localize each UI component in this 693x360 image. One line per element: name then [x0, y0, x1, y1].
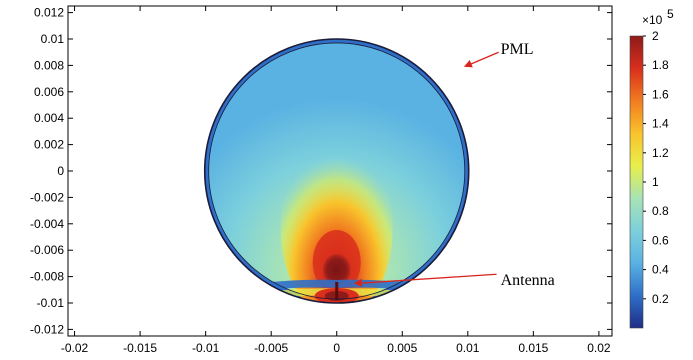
y-tick-label: -0.008: [30, 270, 64, 284]
colorbar-tick-label: 2: [652, 29, 659, 43]
x-tick-label: 0.01: [456, 341, 480, 355]
field-layer: [204, 39, 469, 303]
antenna-element: [335, 281, 339, 300]
x-tick-label: 0.02: [587, 341, 611, 355]
y-tick-label: -0.004: [30, 217, 64, 231]
x-tick-label: -0.005: [254, 341, 288, 355]
colorbar-tick-label: 1.4: [652, 117, 669, 131]
pml-outer-boundary: [203, 38, 470, 304]
y-tick-label: 0: [57, 164, 64, 178]
colorbar-tick-label: 1: [652, 175, 659, 189]
y-tick-label: -0.006: [30, 243, 64, 257]
annotation-arrow-line: [466, 51, 499, 67]
y-tick-label: 0.01: [41, 32, 65, 46]
field-core: [322, 253, 351, 286]
colorbar-tick-label: 0.2: [652, 292, 669, 306]
annotation-label: Antenna: [501, 272, 555, 289]
y-tick-label: 0.002: [34, 138, 64, 152]
x-tick-label: -0.01: [192, 341, 220, 355]
colorbar-tick-label: 0.4: [652, 263, 669, 277]
x-tick-label: -0.02: [61, 341, 89, 355]
y-tick-label: 0.008: [34, 58, 64, 72]
colorbar-multiplier: ×10: [642, 13, 663, 27]
axes: -0.02 -0.015 -0.01 -0.005 0 0.005 0.01 0.015 0.0…: [30, 5, 613, 355]
colorbar: 0.2 0.4 0.6 0.8 1 1.2 1.4 1.6 1.8 2 ×10 5: [629, 7, 674, 329]
colorbar-exponent: 5: [667, 7, 674, 21]
colorbar-tick-label: 1.6: [652, 87, 669, 101]
x-tick-label: 0.005: [387, 341, 417, 355]
x-tick-label: 0.015: [518, 341, 548, 355]
field-lobe: [280, 137, 393, 303]
annotations: PML Antenna: [353, 41, 555, 289]
colorbar-gradient: [630, 36, 643, 328]
y-tick-label: -0.012: [30, 322, 64, 336]
annotation-arrow-line: [359, 273, 497, 284]
colorbar-tick-label: 0.6: [652, 233, 669, 247]
x-tick-label: 0: [333, 341, 340, 355]
y-tick-label: 0.012: [34, 6, 64, 20]
x-tick-label: -0.015: [123, 341, 157, 355]
pml-inner-boundary: [208, 42, 466, 300]
annotation-label: PML: [501, 41, 534, 58]
y-tick-label: -0.002: [30, 190, 64, 204]
colorbar-tick-label: 1.2: [652, 146, 669, 160]
y-tick-label: 0.006: [34, 85, 64, 99]
annotation-arrow-head: [353, 278, 362, 287]
y-tick-label: -0.01: [37, 296, 65, 310]
annotation-arrow-head: [463, 59, 473, 68]
colorbar-tick-label: 0.8: [652, 204, 669, 218]
colorbar-tick-label: 1.8: [652, 58, 669, 72]
y-tick-label: 0.004: [34, 111, 64, 125]
